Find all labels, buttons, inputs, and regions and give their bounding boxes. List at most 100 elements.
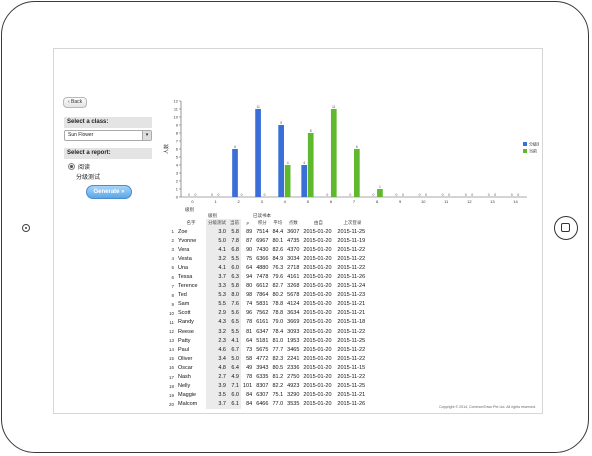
table-row[interactable]: 12 Reese 3.2 5.5 81 6347 78.4 3093 2015-01-20 201… xyxy=(162,327,369,337)
x-tick-label: 2 xyxy=(238,199,241,204)
column-header[interactable]: 平均 xyxy=(273,220,283,225)
class-select-heading: Select a class: xyxy=(64,117,152,128)
table-row[interactable]: 1 Zoe 3.0 5.8 89 7514 84.4 3607 2015-01-20 2015-1… xyxy=(162,227,369,237)
table-cell: 82.6 xyxy=(272,246,284,253)
table-cell: 4735 xyxy=(287,237,300,244)
table-cell: 2015-11-26 xyxy=(337,274,366,281)
table-cell: 20 xyxy=(168,401,174,407)
radio-icon[interactable] xyxy=(68,163,75,170)
table-row[interactable]: 8 Ted 5.3 8.0 98 7864 80.2 5678 2015-01-20 2015-1… xyxy=(162,290,369,300)
table-cell: 90 xyxy=(246,246,253,253)
home-button[interactable] xyxy=(554,216,578,240)
data-label: 4 xyxy=(287,161,289,165)
table-cell: 80.1 xyxy=(272,237,284,244)
table-cell: 81.2 xyxy=(272,374,284,381)
report-option-leveling[interactable]: 分级测试 xyxy=(64,172,152,181)
table-cell: 13 xyxy=(168,338,174,344)
table-row[interactable]: 10 Scott 2.9 5.6 96 7562 78.8 3634 2015-01-20 201… xyxy=(162,308,369,318)
column-header[interactable]: 由自 xyxy=(313,220,323,225)
column-header[interactable]: 分级测试 xyxy=(206,219,228,227)
column-header[interactable]: # xyxy=(246,220,249,226)
table-row[interactable]: 14 Paul 4.6 6.7 73 5675 77.7 3465 2015-01-20 2015… xyxy=(162,345,369,355)
table-cell: 6.5 xyxy=(228,317,241,328)
table-row[interactable]: 16 Oscar 4.8 6.4 49 3943 80.5 2336 2015-01-20 201… xyxy=(162,363,369,373)
column-header[interactable]: 当前 xyxy=(228,219,241,227)
data-label: 0 xyxy=(448,193,450,197)
table-cell: 2015-01-20 xyxy=(303,319,332,326)
table-cell: 73 xyxy=(246,346,253,353)
student-name-cell: Scott xyxy=(178,310,191,317)
table-cell: 2015-11-21 xyxy=(337,310,366,317)
data-label: 0 xyxy=(442,193,444,197)
y-tick-label: 10 xyxy=(174,115,179,120)
table-row[interactable]: 13 Patty 2.3 4.1 64 5181 81.0 1953 2015-01-20 201… xyxy=(162,336,369,346)
table-row[interactable]: 17 Nash 2.7 4.9 78 6335 81.2 2750 2015-01-20 2015… xyxy=(162,372,369,382)
table-row[interactable]: 7 Terence 3.3 5.8 80 6612 82.7 3268 2015-01-20 20… xyxy=(162,281,369,291)
table-row[interactable]: 9 Sam 5.5 7.6 74 5831 78.8 4124 2015-01-20 2015-1… xyxy=(162,299,369,309)
table-cell: 2015-11-22 xyxy=(337,255,366,262)
bar xyxy=(278,125,284,197)
table-row[interactable]: 6 Tessa 3.7 6.3 94 7478 79.6 4161 2015-01-20 2015… xyxy=(162,272,369,282)
student-name-cell: Terence xyxy=(178,283,198,290)
table-cell: 7.6 xyxy=(228,299,241,309)
student-name-cell: Ted xyxy=(178,292,187,299)
student-name-cell: Tessa xyxy=(178,274,193,281)
table-cell: 2015-11-21 xyxy=(337,392,366,399)
table-cell: 2.9 xyxy=(206,308,228,318)
x-tick-label: 6 xyxy=(330,199,333,204)
table-cell: 2015-01-20 xyxy=(303,292,332,299)
table-cell: 3465 xyxy=(287,346,300,353)
student-name-cell: Paul xyxy=(178,346,190,353)
class-select[interactable]: Sun Flower ▾ xyxy=(64,130,152,141)
back-button[interactable]: ‹ Back xyxy=(63,97,88,108)
table-cell: 84.4 xyxy=(272,228,284,235)
column-header-index xyxy=(162,219,176,227)
student-name-cell: Maggie xyxy=(178,392,197,399)
table-cell: 3.9 xyxy=(206,381,228,391)
table-row[interactable]: 5 Una 4.1 6.0 64 4880 76.3 2718 2015-01-20 2015-1… xyxy=(162,263,369,273)
column-header[interactable]: 名字 xyxy=(186,220,196,225)
table-cell: 3.0 xyxy=(206,227,228,237)
table-cell: 2015-11-22 xyxy=(337,246,366,253)
report-option-label: 分级测试 xyxy=(76,175,101,181)
table-cell: 4923 xyxy=(287,383,300,390)
x-tick-label: 12 xyxy=(467,199,472,204)
table-cell: 7 xyxy=(171,283,174,289)
table-cell: 3034 xyxy=(287,255,300,262)
table-cell: 4772 xyxy=(256,355,269,362)
data-label: 6 xyxy=(234,145,236,149)
data-label: 0 xyxy=(488,193,490,197)
data-label: 11 xyxy=(256,105,260,109)
column-header[interactable]: 点数 xyxy=(288,220,298,225)
table-row[interactable]: 15 Oliver 3.4 5.0 58 4772 82.3 2241 2015-01-20 20… xyxy=(162,354,369,364)
table-row[interactable]: 20 Malcom 3.7 6.1 84 6466 77.0 3535 2015-01-20 20… xyxy=(162,399,369,409)
y-tick-label: 0 xyxy=(176,195,179,200)
column-header[interactable]: 上次登录 xyxy=(343,220,362,225)
student-name-cell: Reese xyxy=(178,328,194,335)
table-cell: 96 xyxy=(246,310,253,317)
table-cell: 49 xyxy=(246,364,253,371)
table-cell: 4124 xyxy=(287,301,300,308)
chevron-down-icon: ▾ xyxy=(142,131,151,140)
generate-button[interactable]: Generate » xyxy=(86,185,132,199)
y-tick-label: 4 xyxy=(176,163,179,168)
table-cell: 5.5 xyxy=(206,299,228,309)
column-header[interactable]: 积分 xyxy=(257,220,267,225)
data-label: 0 xyxy=(396,193,398,197)
table-cell: 3634 xyxy=(287,310,300,317)
table-row[interactable]: 19 Maggie 3.5 6.0 84 6307 75.1 3290 2015-01-20 20… xyxy=(162,390,369,400)
table-row[interactable]: 18 Nelly 3.9 7.1 101 8307 82.2 4923 2015-01-20 20… xyxy=(162,381,369,391)
table-cell: 5.8 xyxy=(228,227,241,237)
table-row[interactable]: 11 Randy 4.3 6.5 78 6161 79.0 3669 2015-01-20 201… xyxy=(162,317,369,328)
report-option-label: 阅读 xyxy=(78,165,91,171)
table-cell: 2718 xyxy=(287,264,300,271)
table-cell: 18 xyxy=(168,383,174,389)
table-cell: 2241 xyxy=(287,355,300,362)
table-row[interactable]: 2 Yvonne 5.0 7.8 87 6967 80.1 4735 2015-01-20 201… xyxy=(162,236,369,246)
table-cell: 11 xyxy=(169,319,174,325)
table-row[interactable]: 3 Vera 4.1 6.8 90 7430 82.6 4370 2015-01-20 2015-… xyxy=(162,245,369,255)
table-row[interactable]: 4 Vesta 3.2 5.5 75 6366 84.9 3034 2015-01-20 2015… xyxy=(162,254,369,264)
report-option-reading[interactable]: 阅读 xyxy=(64,162,152,171)
table-cell: 5831 xyxy=(256,301,269,308)
data-label: 0 xyxy=(264,193,266,197)
